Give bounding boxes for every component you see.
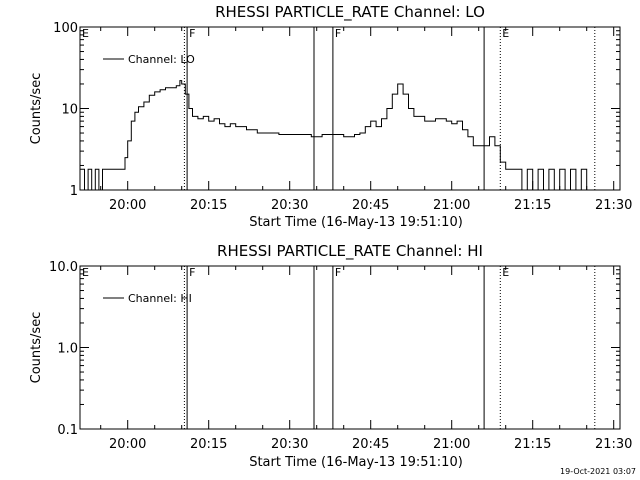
y-tick-label: 100: [53, 21, 78, 36]
event-marker-label: E: [82, 27, 89, 40]
y-axis-label: Counts/sec: [29, 312, 44, 384]
event-marker-label: F: [335, 266, 341, 279]
x-tick-label: 20:30: [271, 198, 308, 213]
x-tick-label: 21:15: [514, 198, 551, 213]
x-axis-label: Start Time (16-May-13 19:51:10): [249, 215, 463, 230]
series-line: [80, 80, 593, 191]
x-tick-label: 21:00: [433, 198, 470, 213]
x-tick-label: 20:00: [109, 198, 146, 213]
x-tick-label: 20:45: [352, 437, 389, 452]
plot-timestamp: 19-Oct-2021 03:07: [560, 467, 636, 476]
x-tick-label: 21:00: [433, 437, 470, 452]
chart-title: RHESSI PARTICLE_RATE Channel: LO: [215, 3, 485, 22]
x-axis-label: Start Time (16-May-13 19:51:10): [249, 455, 463, 470]
x-tick-label: 21:30: [595, 437, 632, 452]
y-axis-label: Counts/sec: [29, 73, 44, 145]
event-marker-label: F: [189, 266, 195, 279]
x-tick-label: 20:00: [109, 437, 146, 452]
x-tick-label: 20:45: [352, 198, 389, 213]
event-marker-label: F: [335, 27, 341, 40]
legend-label: Channel: HI: [128, 292, 192, 305]
plot-frame: [79, 265, 621, 430]
chart-panel-hi: RHESSI PARTICLE_RATE Channel: HI Start Ti…: [29, 242, 632, 470]
y-tick-label: 10.0: [49, 260, 78, 275]
event-marker-label: E: [502, 266, 509, 279]
y-tick-label: 1.0: [57, 342, 78, 357]
event-marker-label: E: [82, 266, 89, 279]
x-tick-label: 20:30: [271, 437, 308, 452]
x-tick-label: 20:15: [190, 437, 227, 452]
y-tick-label: 10: [61, 103, 78, 118]
y-tick-label: 0.1: [57, 423, 78, 438]
x-tick-label: 21:15: [514, 437, 551, 452]
chart-title: RHESSI PARTICLE_RATE Channel: HI: [217, 242, 483, 261]
legend-label: Channel: LO: [128, 53, 195, 66]
event-marker-label: E: [502, 27, 509, 40]
y-tick-label: 1: [70, 184, 78, 199]
x-tick-label: 20:15: [190, 198, 227, 213]
chart-panel-lo: RHESSI PARTICLE_RATE Channel: LO Start Ti…: [29, 3, 632, 230]
x-tick-label: 21:30: [595, 198, 632, 213]
event-marker-label: F: [189, 27, 195, 40]
plot-frame: [79, 26, 621, 191]
